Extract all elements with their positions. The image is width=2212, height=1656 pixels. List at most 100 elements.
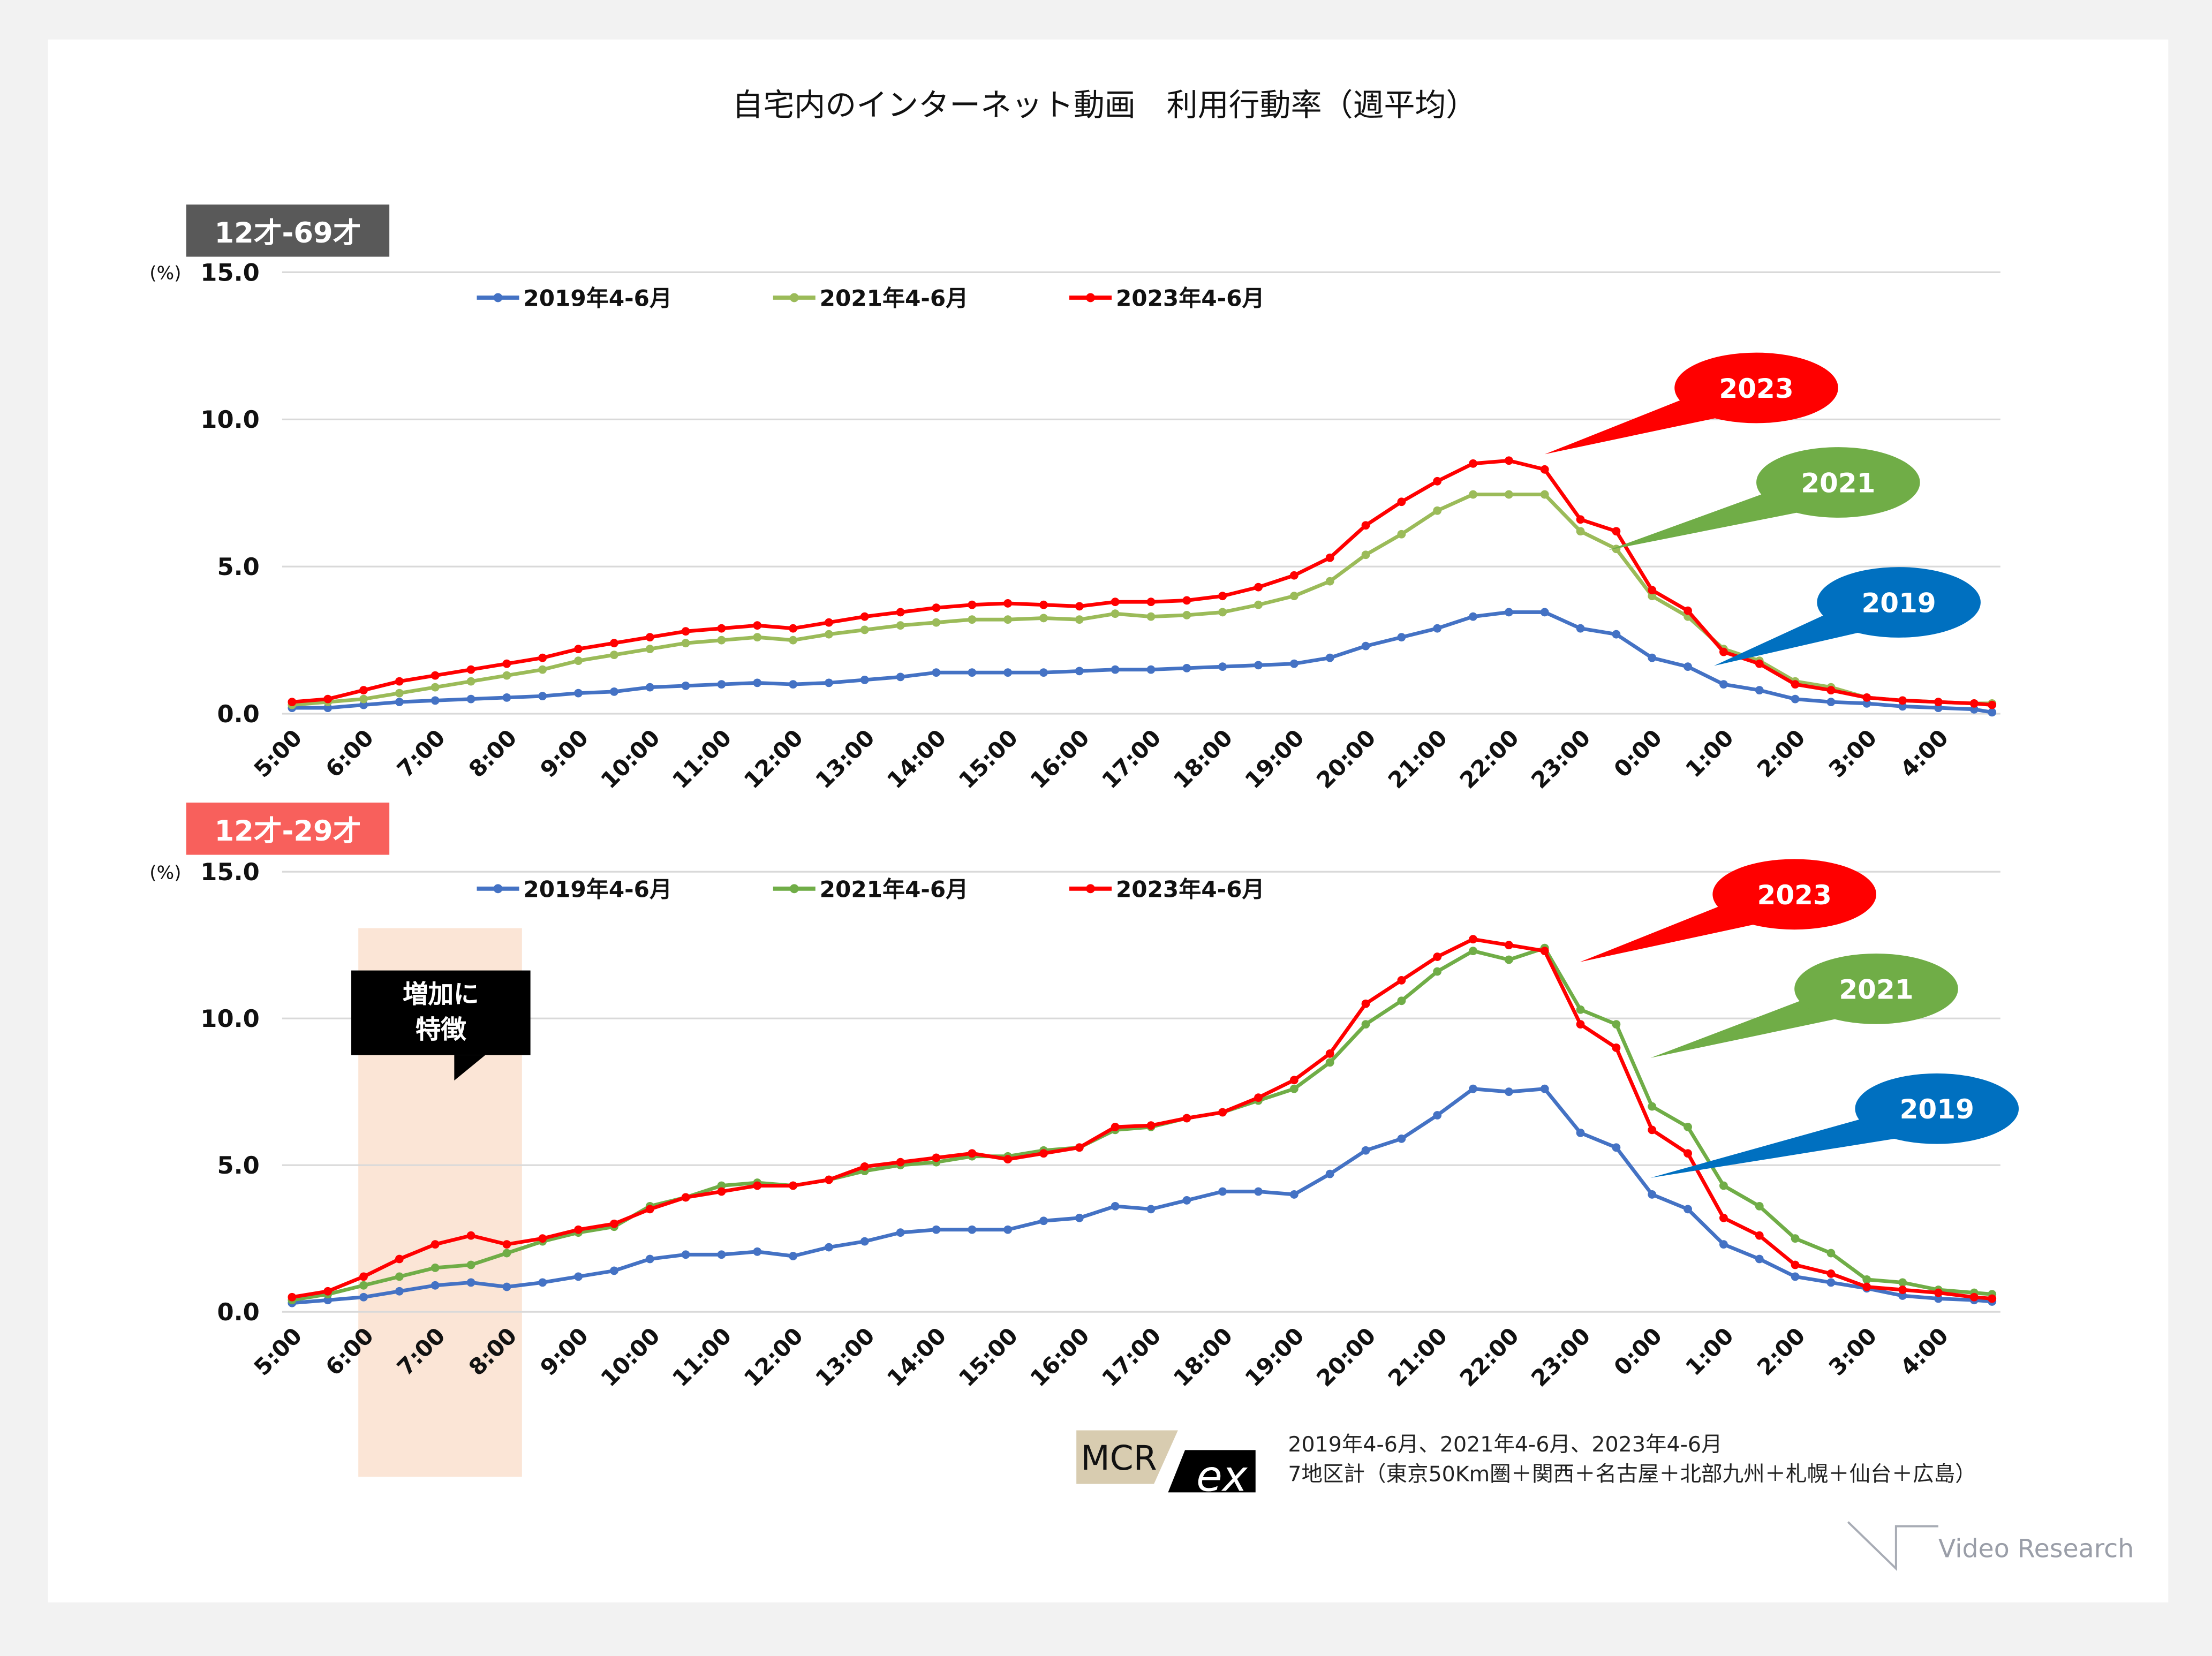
data-point [1791,680,1800,689]
data-point [431,1264,440,1272]
data-point [502,671,511,680]
data-point [789,1252,798,1260]
data-point [1791,1272,1800,1281]
y-tick-label: 5.0 [217,553,259,581]
data-point [1003,1225,1013,1234]
data-point [717,680,726,689]
data-point [1146,665,1156,674]
data-point [1791,1260,1800,1269]
data-point [789,624,798,633]
data-point [1898,696,1907,705]
data-point [1540,490,1549,499]
chart-12-69: 15.010.05.00.0(%)5:00 6:00 7:00 8:00 9:00 10:… [149,258,2000,793]
data-point [1683,1205,1692,1214]
data-point [1576,527,1585,536]
data-point [1182,1114,1191,1123]
callout-label: 2019 [1900,1094,1974,1125]
legend-marker [1086,884,1095,894]
data-point [1039,1216,1048,1226]
data-point [323,694,333,704]
data-point [1254,1093,1263,1102]
data-point [1218,662,1227,671]
data-point [1576,624,1585,633]
data-point [1182,1196,1191,1205]
data-point [896,621,905,630]
data-point [395,1287,404,1296]
data-point [932,1153,941,1162]
data-point [1146,1205,1156,1214]
data-point [502,659,511,668]
callout-label: 2019 [1861,587,1936,618]
legend-label: 2019年4-6月 [523,285,672,312]
data-point [538,665,547,674]
data-point [1218,592,1227,601]
data-point [1791,694,1800,704]
data-point [645,633,654,642]
data-point [932,603,941,613]
data-point [1397,530,1406,539]
data-point [1325,653,1334,662]
video-research-logo: Video Research [1847,1521,2134,1571]
data-point [1683,1149,1692,1158]
data-point [1289,1084,1298,1093]
data-point [1826,1278,1836,1287]
data-point [574,1272,583,1281]
data-point [1540,465,1549,474]
data-point [1898,1286,1907,1294]
data-point [574,1225,583,1234]
data-point [1862,693,1871,702]
data-point [1862,1275,1871,1284]
data-point [1969,705,1979,714]
data-point [1576,1005,1585,1014]
data-point [753,1247,762,1256]
data-point [1862,1282,1871,1291]
data-point [1504,1087,1513,1097]
data-point [1648,653,1657,662]
data-point [1111,1201,1120,1211]
data-point [1934,1294,1943,1303]
data-point [1075,1213,1084,1222]
data-point [1433,506,1442,515]
data-point [1111,1123,1120,1131]
data-point [1683,606,1692,615]
data-point [1540,1084,1549,1093]
callout-2019: 2019 [1713,567,1981,666]
data-point [466,1231,475,1240]
data-point [1254,600,1263,609]
data-point [1648,1125,1657,1135]
data-point [1325,1169,1334,1178]
data-point [323,1296,333,1305]
callout-2023: 2023 [1580,859,1876,962]
data-point [896,672,905,682]
data-point [645,1205,654,1214]
legend-marker [1086,293,1095,303]
data-point [1826,1249,1836,1258]
data-point [1612,1020,1621,1029]
data-point [717,624,726,633]
panel-tag-bottom: 12才-29才 [186,803,390,855]
data-point [1039,1149,1048,1158]
data-point [1111,598,1120,607]
data-point [896,1228,905,1237]
y-tick-label: 15.0 [200,258,259,286]
data-point [1719,1181,1728,1190]
footer-area: 7地区計（東京50Km圏＋関西＋名古屋＋北部九州＋札幌＋仙台＋広島） [1288,1462,1976,1486]
data-point [1504,955,1513,964]
legend-label: 2021年4-6月 [820,876,969,903]
annotation-line2: 特徴 [415,1021,466,1050]
data-point [968,600,977,609]
data-point [1648,1190,1657,1199]
data-point [1969,1292,1979,1302]
footer-period: 2019年4-6月、2021年4-6月、2023年4-6月 [1288,1432,1722,1457]
data-point [431,1281,440,1290]
data-point [1612,1043,1621,1052]
data-point [1648,592,1657,601]
data-point [395,1272,404,1281]
data-point [1826,686,1836,695]
data-point [538,653,547,662]
data-point [1469,1084,1477,1093]
data-point [1254,1187,1263,1196]
data-point [860,1237,869,1246]
data-point [1934,698,1943,707]
